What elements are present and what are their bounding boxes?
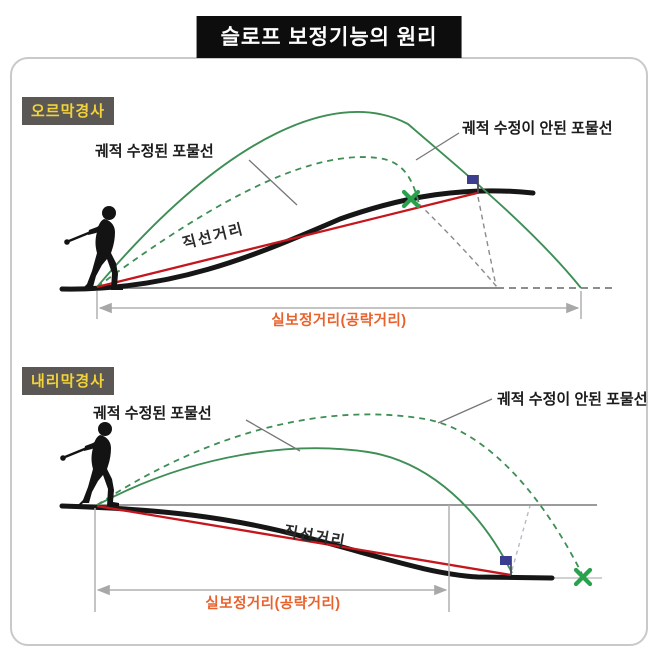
- uphill-corrected-trajectory: [96, 111, 582, 289]
- page-title: 슬로프 보정기능의 원리: [196, 16, 462, 58]
- uphill-flag-drop-dashed: [477, 196, 497, 287]
- x-marker-icon: [573, 567, 593, 587]
- uphill-corrected-distance-label: 실보정거리(공략거리): [271, 313, 407, 329]
- uphill-badge: 오르막경사: [22, 97, 115, 125]
- golfer-silhouette-icon: [62, 204, 125, 292]
- uphill-diagram: [59, 111, 612, 319]
- downhill-uncorrected-trajectory: [96, 413, 583, 575]
- uphill-corrected-label: 궤적 수정된 포물선: [95, 143, 214, 160]
- downhill-corrected-trajectory: [96, 447, 513, 574]
- diagram-panel: [10, 57, 648, 646]
- downhill-flag-rise-dashed: [511, 505, 531, 571]
- downhill-uncorrected-label: 궤적 수정이 안된 포물선: [497, 391, 648, 408]
- uphill-uncorrected-label-pointer: [415, 132, 460, 161]
- downhill-straight-line: [96, 504, 512, 577]
- uphill-terrain-curve: [59, 188, 536, 292]
- flag-icon: [500, 556, 512, 575]
- x-marker-icon: [401, 189, 421, 209]
- downhill-corrected-label-pointer: [245, 419, 301, 452]
- uphill-straight-line: [96, 191, 478, 289]
- downhill-badge: 내리막경사: [22, 367, 115, 395]
- uphill-corrected-label-pointer: [248, 159, 298, 206]
- uphill-uncorrected-trajectory: [96, 156, 420, 288]
- uphill-uncorrected-label: 궤적 수정이 안된 포물선: [462, 120, 613, 137]
- flag-icon: [467, 175, 479, 194]
- golfer-silhouette-icon: [59, 420, 121, 508]
- downhill-uncorrected-label-pointer: [437, 398, 493, 424]
- downhill-terrain-curve: [59, 503, 555, 581]
- downhill-corrected-distance-label: 실보정거리(공략거리): [205, 596, 341, 612]
- downhill-diagram: [59, 398, 602, 612]
- downhill-corrected-label: 궤적 수정된 포물선: [93, 405, 212, 422]
- uphill-uncorrected-extension-dashed: [418, 203, 498, 288]
